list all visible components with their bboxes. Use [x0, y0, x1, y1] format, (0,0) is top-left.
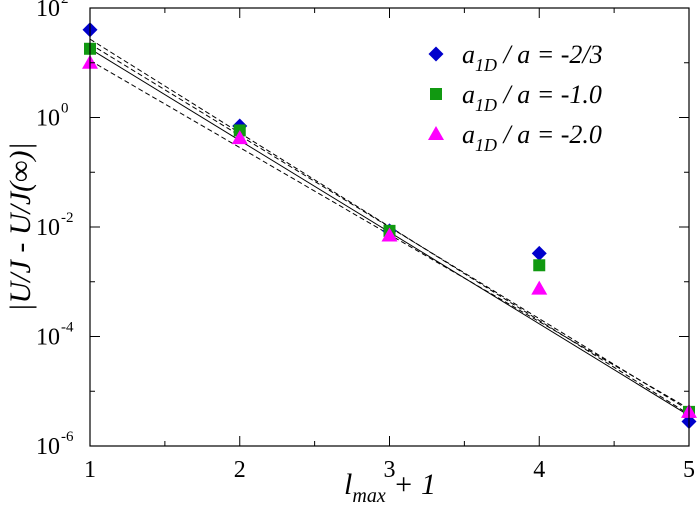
y-tick-label-exponent: -6	[61, 429, 74, 445]
y-tick-label-exponent: 0	[61, 101, 69, 117]
x-tick-label: 4	[533, 457, 545, 483]
data-point-diamond-3	[531, 245, 547, 261]
y-tick-label-exponent: 2	[61, 0, 69, 7]
y-tick-label: 10	[36, 434, 60, 460]
legend-marker-square	[430, 88, 442, 100]
legend-label: a1D / a = -1.0	[462, 80, 602, 115]
y-tick-label: 10	[36, 325, 60, 351]
x-tick-label: 3	[384, 457, 396, 483]
y-tick-label-exponent: -4	[61, 320, 74, 336]
data-point-square-3	[533, 259, 546, 272]
x-tick-label: 5	[683, 457, 695, 483]
data-point-triangle-2	[381, 227, 398, 242]
legend-label: a1D / a = -2/3	[462, 40, 603, 75]
legend-marker-diamond	[428, 46, 444, 62]
legend: a1D / a = -2/3 a1D / a = -1.0 a1D / a = -2…	[428, 40, 603, 155]
data-point-triangle-3	[531, 280, 548, 295]
y-tick-label: 10	[36, 106, 60, 132]
x-tick-label: 2	[234, 457, 246, 483]
x-axis-label: lmax + 1	[344, 468, 436, 507]
y-tick-label: 10	[36, 215, 60, 241]
y-tick-label: 10	[36, 0, 60, 22]
y-axis-label: |U/J - U/J(∞)|	[4, 142, 37, 311]
legend-marker-triangle	[428, 126, 444, 140]
plot-area	[82, 22, 697, 430]
fit-line-2	[89, 43, 690, 411]
y-tick-label-exponent: -2	[61, 210, 74, 226]
data-point-triangle-1	[231, 130, 248, 145]
x-tick-label: 1	[84, 457, 96, 483]
legend-label: a1D / a = -2.0	[462, 120, 602, 155]
